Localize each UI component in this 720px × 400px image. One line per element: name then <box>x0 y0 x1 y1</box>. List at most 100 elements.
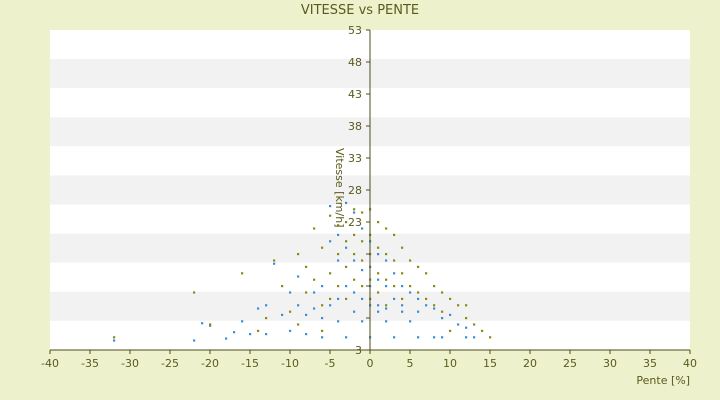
data-point <box>321 317 324 320</box>
data-point <box>257 329 260 332</box>
data-point <box>281 313 284 316</box>
data-point <box>361 320 364 323</box>
data-point <box>449 297 452 300</box>
data-point <box>113 336 116 339</box>
data-point <box>329 272 332 275</box>
data-point <box>425 304 428 307</box>
x-tick-label: 35 <box>643 357 657 370</box>
data-point <box>321 285 324 288</box>
data-point <box>385 285 388 288</box>
x-tick-label: -40 <box>41 357 59 370</box>
data-point <box>409 259 412 262</box>
data-point <box>297 275 300 278</box>
data-point <box>377 310 380 313</box>
data-point <box>409 320 412 323</box>
data-point <box>417 310 420 313</box>
data-point <box>401 304 404 307</box>
data-point <box>433 304 436 307</box>
data-point <box>465 304 468 307</box>
x-tick-label: 40 <box>683 357 697 370</box>
x-tick-label: -15 <box>241 357 259 370</box>
x-tick-label: 0 <box>367 357 374 370</box>
y-tick-label: 38 <box>348 120 362 133</box>
data-point <box>345 201 348 204</box>
y-tick-label: 23 <box>348 216 362 229</box>
data-point <box>441 291 444 294</box>
data-point <box>329 304 332 307</box>
data-point <box>337 224 340 227</box>
chart-title: VITESSE vs PENTE <box>301 3 419 18</box>
data-point <box>233 331 236 334</box>
data-point <box>305 265 308 268</box>
data-point <box>305 291 308 294</box>
data-point <box>393 272 396 275</box>
data-point <box>417 291 420 294</box>
x-tick-label: 25 <box>563 357 577 370</box>
data-point <box>329 240 332 243</box>
data-point <box>345 221 348 224</box>
data-point <box>385 320 388 323</box>
data-point <box>297 253 300 256</box>
data-point <box>433 336 436 339</box>
data-point <box>209 323 212 326</box>
data-point <box>425 297 428 300</box>
data-point <box>193 291 196 294</box>
axes <box>49 29 691 354</box>
data-point <box>361 240 364 243</box>
data-point <box>441 310 444 313</box>
data-point <box>385 227 388 230</box>
data-point <box>225 337 228 340</box>
y-tick-labels: 3 23 28 33 38 43 48 53 <box>348 24 362 357</box>
data-point <box>345 265 348 268</box>
data-point <box>377 304 380 307</box>
data-point <box>465 336 468 339</box>
x-tick-label: -25 <box>161 357 179 370</box>
data-point <box>193 339 196 342</box>
data-point <box>401 285 404 288</box>
data-point <box>337 259 340 262</box>
x-tick-label: -20 <box>201 357 219 370</box>
x-tick-label: 30 <box>603 357 617 370</box>
data-point <box>353 259 356 262</box>
data-point <box>337 285 340 288</box>
data-point <box>345 246 348 249</box>
x-tick-label: 15 <box>483 357 497 370</box>
y-tick-label: 53 <box>348 24 362 37</box>
data-point <box>361 227 364 230</box>
data-point <box>265 317 268 320</box>
data-point <box>289 329 292 332</box>
y-axis-label: Vitesse [km/h] <box>333 148 346 228</box>
data-point <box>353 253 356 256</box>
data-point <box>337 233 340 236</box>
data-point <box>433 285 436 288</box>
data-point <box>345 285 348 288</box>
data-point <box>353 233 356 236</box>
data-point <box>353 291 356 294</box>
data-point <box>345 297 348 300</box>
data-point <box>401 297 404 300</box>
data-point <box>457 323 460 326</box>
data-points <box>113 201 492 342</box>
data-point <box>361 211 364 214</box>
data-point <box>353 208 356 211</box>
data-point <box>265 304 268 307</box>
data-point <box>377 253 380 256</box>
data-point <box>409 285 412 288</box>
data-point <box>393 297 396 300</box>
data-point <box>281 285 284 288</box>
data-point <box>417 336 420 339</box>
data-point <box>353 211 356 214</box>
data-point <box>401 246 404 249</box>
data-point <box>289 310 292 313</box>
data-point <box>201 322 204 325</box>
data-point <box>473 323 476 326</box>
data-point <box>337 297 340 300</box>
data-point <box>353 278 356 281</box>
data-point <box>321 329 324 332</box>
x-tick-label: -30 <box>121 357 139 370</box>
data-point <box>241 272 244 275</box>
data-point <box>377 246 380 249</box>
data-point <box>321 304 324 307</box>
data-point <box>417 265 420 268</box>
